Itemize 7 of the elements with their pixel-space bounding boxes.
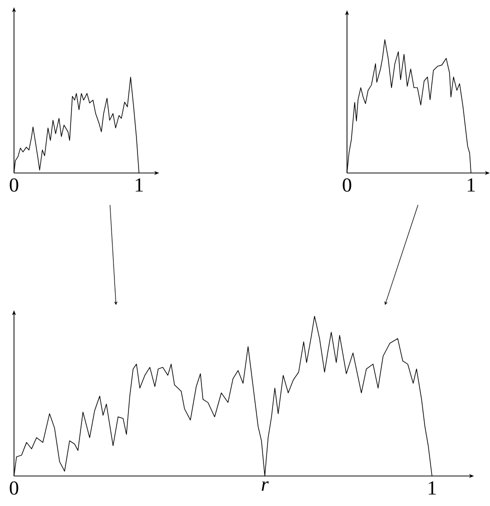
x-tick-label: 0 (10, 481, 18, 495)
x-tick-label: 0 (342, 178, 352, 192)
x-tick-label: 1 (428, 481, 436, 494)
x-tick-label: 0 (10, 178, 18, 192)
x-tick-label: r (262, 481, 269, 491)
x-tick-label: 1 (468, 178, 475, 192)
x-tick-label: 1 (136, 178, 143, 192)
